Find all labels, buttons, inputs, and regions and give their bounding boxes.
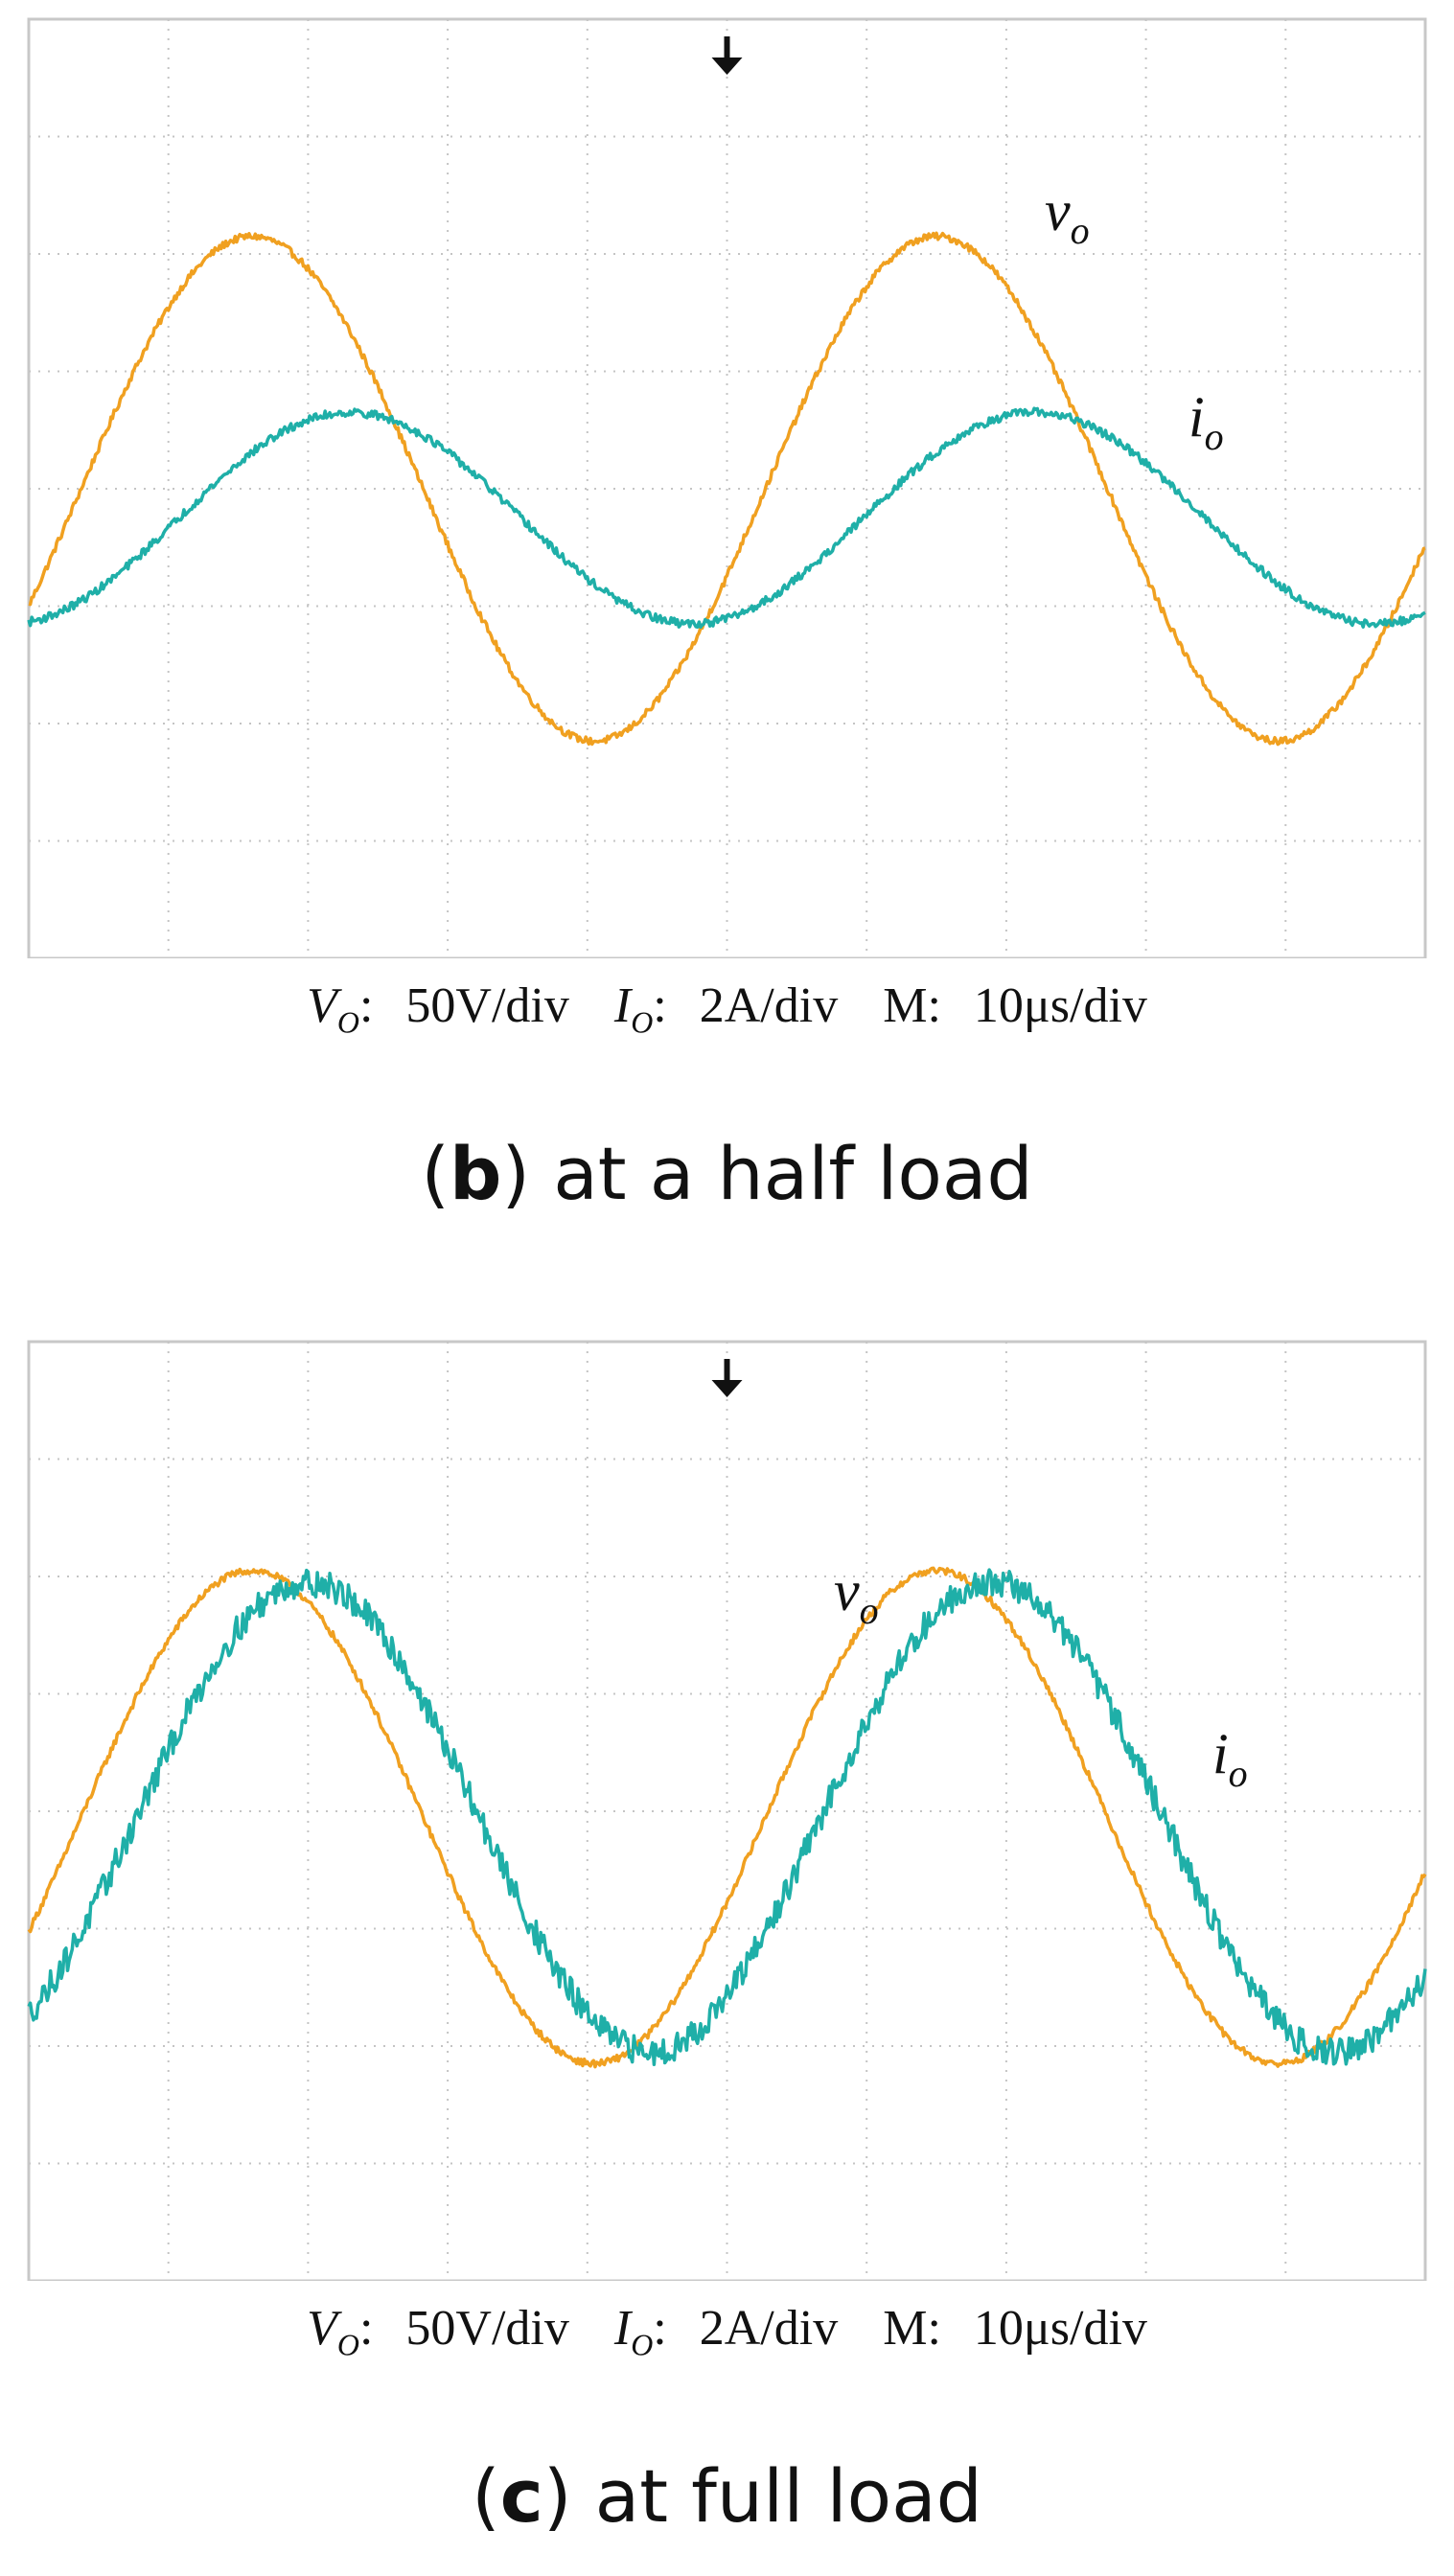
scale-value-b-2: 10μs/div <box>973 978 1147 1033</box>
scale-row-b: VO: 50V/div IO: 2A/div M: 10μs/div <box>307 978 1147 1040</box>
series-line-io <box>27 406 1426 630</box>
scale-sym-b-1: IO <box>613 978 654 1040</box>
scale-value-c-0: 50V/div <box>405 2301 569 2356</box>
scope-grid <box>29 19 1425 958</box>
series-line-io <box>27 1568 1427 2066</box>
scale-value-c-1: 2A/div <box>699 2301 839 2356</box>
scale-sym-c-0: VO <box>307 2301 359 2362</box>
scope-grid <box>29 1342 1425 2281</box>
series-line-vo <box>27 1566 1427 2069</box>
series-line-vo <box>28 231 1426 747</box>
scale-sym-c-1: IO <box>613 2301 654 2362</box>
caption-c: (c) at full load <box>472 2453 982 2539</box>
scale-value-b-0: 50V/div <box>405 978 569 1033</box>
trigger-marker-icon <box>711 1359 743 1397</box>
scale-sym-c-2: M <box>883 2301 928 2356</box>
scale-row-c: VO: 50V/div IO: 2A/div M: 10μs/div <box>307 2301 1147 2362</box>
scale-value-c-2: 10μs/div <box>973 2301 1147 2356</box>
trigger-marker-icon <box>711 36 743 75</box>
caption-b: (b) at a half load <box>421 1131 1033 1216</box>
scale-sym-b-0: VO <box>307 978 359 1040</box>
scale-value-b-1: 2A/div <box>699 978 839 1033</box>
scale-sym-b-2: M <box>883 978 928 1033</box>
